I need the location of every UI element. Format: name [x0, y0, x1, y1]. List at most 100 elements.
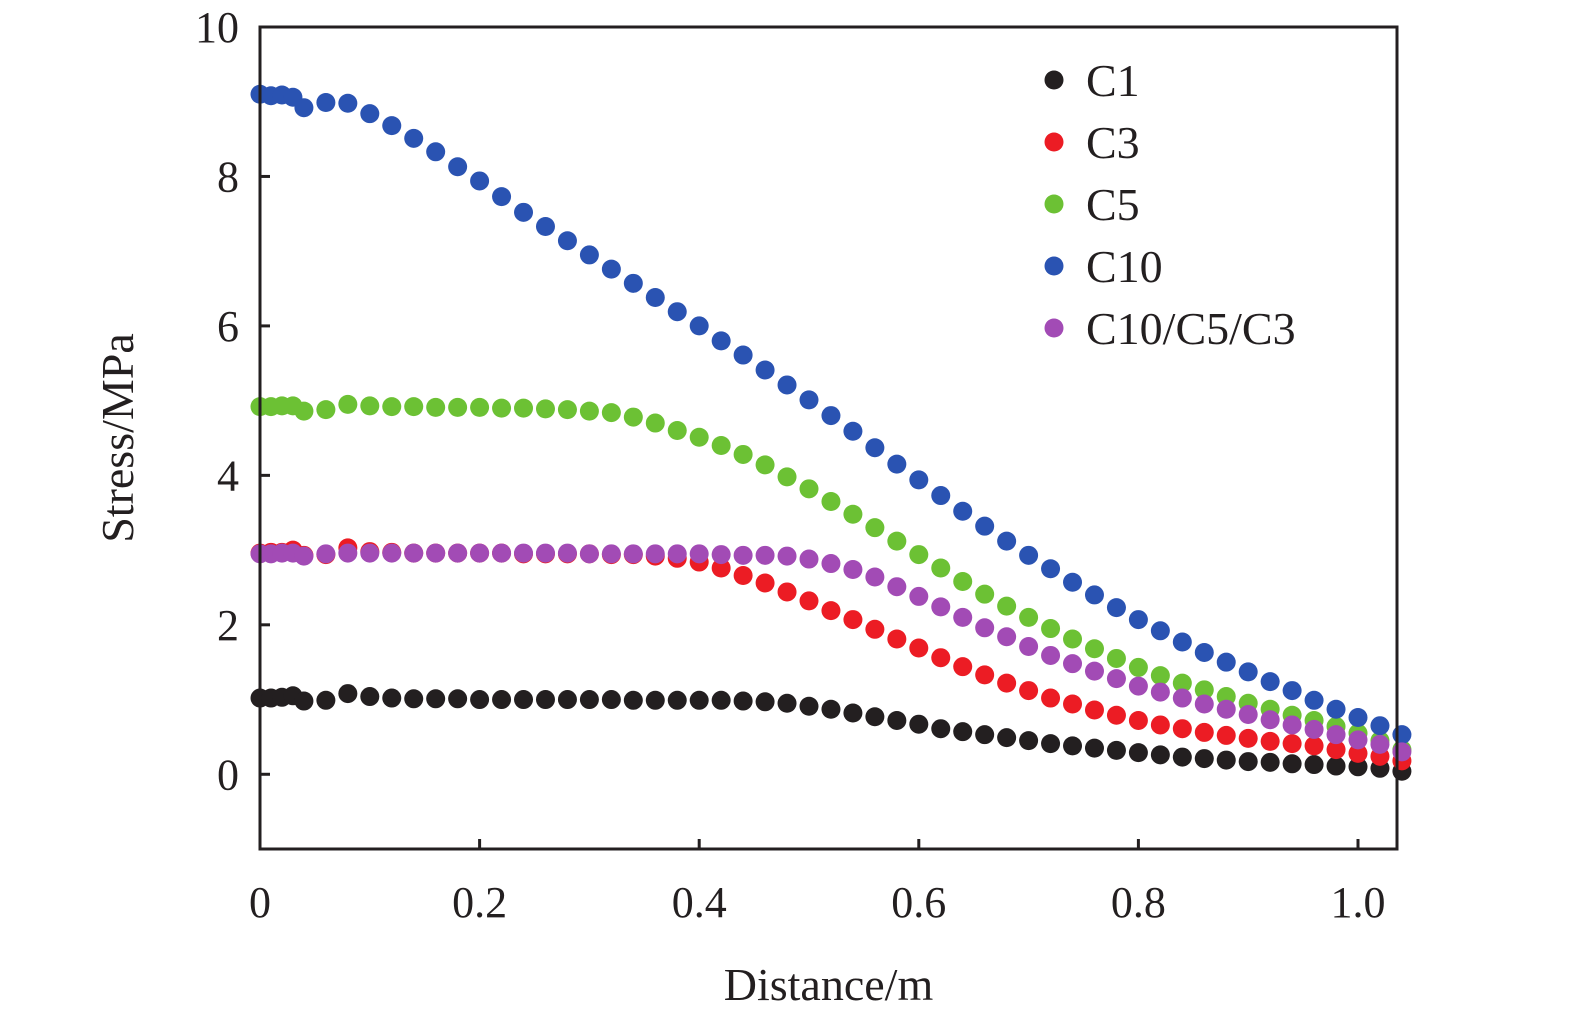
- data-point: [623, 273, 643, 293]
- data-point: [821, 601, 841, 621]
- data-point: [689, 544, 709, 564]
- data-point: [711, 558, 731, 578]
- data-point: [1326, 756, 1346, 776]
- data-point: [711, 545, 731, 565]
- data-point: [1150, 682, 1170, 702]
- data-point: [470, 543, 490, 563]
- data-point: [316, 400, 336, 420]
- data-point: [1063, 654, 1083, 674]
- data-point: [1392, 742, 1412, 762]
- data-point: [887, 531, 907, 551]
- data-point: [1326, 725, 1346, 745]
- data-point: [360, 396, 380, 416]
- data-point: [360, 543, 380, 563]
- data-point: [1216, 652, 1236, 672]
- data-point: [492, 543, 512, 563]
- data-point: [1106, 705, 1126, 725]
- data-point: [909, 470, 929, 490]
- data-point: [1041, 734, 1061, 754]
- series-c1: [250, 684, 1412, 781]
- legend-item: C5: [1044, 179, 1140, 230]
- data-point: [975, 665, 995, 685]
- data-point: [865, 707, 885, 727]
- data-point: [1194, 749, 1214, 769]
- data-point: [1128, 610, 1148, 630]
- data-point: [601, 403, 621, 423]
- data-point: [799, 479, 819, 499]
- data-point: [821, 554, 841, 574]
- y-axis-title: Stress/MPa: [92, 333, 143, 543]
- data-point: [382, 543, 402, 563]
- data-point: [865, 619, 885, 639]
- legend-marker: [1044, 194, 1064, 214]
- data-point: [601, 259, 621, 279]
- data-point: [909, 638, 929, 658]
- data-point: [755, 455, 775, 475]
- data-point: [1238, 752, 1258, 772]
- y-tick-label: 4: [217, 451, 239, 500]
- data-point: [645, 690, 665, 710]
- data-point: [448, 689, 468, 709]
- data-point: [975, 584, 995, 604]
- data-point: [909, 714, 929, 734]
- data-point: [1216, 725, 1236, 745]
- data-point: [382, 397, 402, 417]
- series-c10: [250, 84, 1412, 745]
- data-point: [579, 544, 599, 564]
- data-point: [470, 690, 490, 710]
- data-point: [887, 454, 907, 474]
- data-point: [601, 690, 621, 710]
- data-point: [535, 399, 555, 419]
- data-point: [535, 690, 555, 710]
- y-tick-label: 10: [195, 3, 239, 52]
- data-point: [1128, 676, 1148, 696]
- data-point: [579, 401, 599, 421]
- data-point: [1282, 734, 1302, 754]
- data-point: [470, 397, 490, 417]
- data-point: [887, 629, 907, 649]
- data-point: [1348, 757, 1368, 777]
- data-point: [294, 691, 314, 711]
- data-point: [1150, 715, 1170, 735]
- data-point: [821, 406, 841, 426]
- data-point: [755, 692, 775, 712]
- data-point: [1172, 688, 1192, 708]
- data-point: [799, 549, 819, 569]
- data-point: [689, 690, 709, 710]
- data-point: [404, 689, 424, 709]
- data-point: [514, 202, 534, 222]
- data-point: [1172, 747, 1192, 767]
- data-point: [953, 657, 973, 677]
- data-point: [1019, 545, 1039, 565]
- data-point: [1326, 699, 1346, 719]
- data-point: [557, 543, 577, 563]
- data-point: [931, 597, 951, 617]
- data-point: [1370, 716, 1390, 736]
- data-point: [1304, 719, 1324, 739]
- x-tick-label: 0.8: [1111, 878, 1166, 927]
- data-point: [755, 360, 775, 380]
- data-point: [623, 544, 643, 564]
- data-point: [777, 375, 797, 395]
- data-point: [1172, 673, 1192, 693]
- data-point: [316, 544, 336, 564]
- data-point: [1084, 661, 1104, 681]
- data-point: [1106, 740, 1126, 760]
- data-point: [689, 316, 709, 336]
- data-point: [1063, 572, 1083, 592]
- data-point: [557, 231, 577, 251]
- data-point: [579, 690, 599, 710]
- data-point: [843, 504, 863, 524]
- data-point: [645, 544, 665, 564]
- data-point: [1370, 734, 1390, 754]
- data-point: [777, 582, 797, 602]
- legend-marker: [1044, 70, 1064, 90]
- data-point: [1282, 681, 1302, 701]
- data-point: [1348, 730, 1368, 750]
- data-point: [931, 648, 951, 668]
- data-point: [426, 397, 446, 417]
- data-point: [426, 689, 446, 709]
- data-point: [931, 719, 951, 739]
- x-tick-label: 1.0: [1331, 878, 1386, 927]
